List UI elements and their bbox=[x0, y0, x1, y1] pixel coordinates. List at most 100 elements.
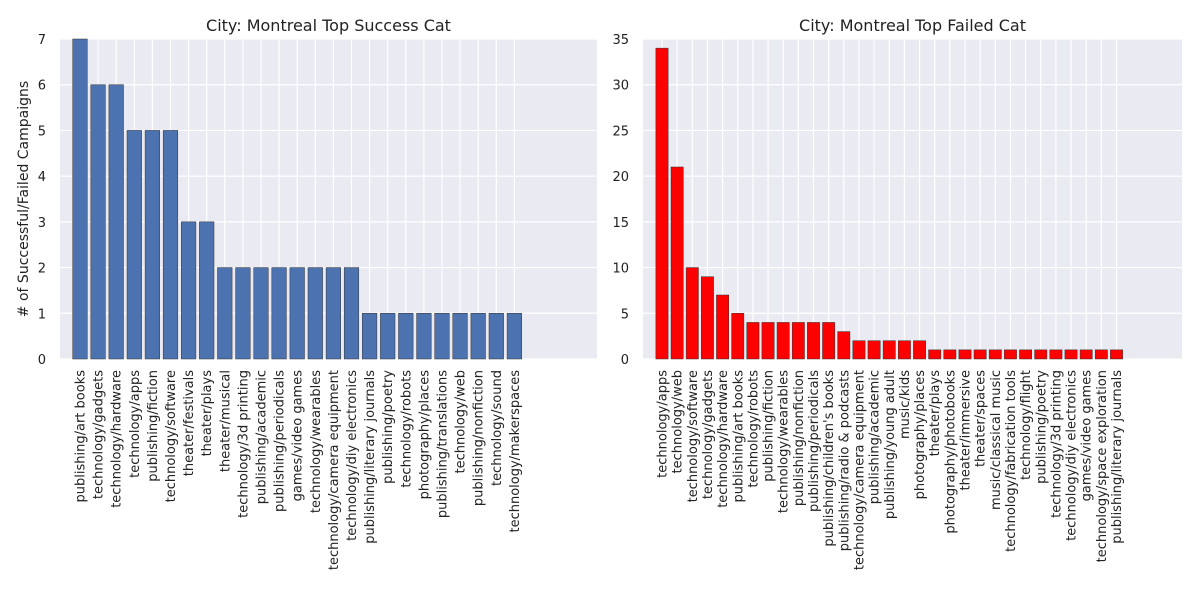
x-tick-label: technology/sound bbox=[490, 370, 505, 486]
bar bbox=[72, 38, 88, 360]
x-tick-label: games/video games bbox=[291, 370, 306, 502]
x-tick-label: publishing/young adult bbox=[883, 370, 898, 519]
bar bbox=[1034, 349, 1048, 360]
x-tick-label: technology/robots bbox=[746, 370, 761, 488]
x-tick-label: technology/3d printing bbox=[1049, 370, 1064, 518]
bar bbox=[1094, 349, 1108, 360]
bar bbox=[943, 349, 957, 360]
bar bbox=[898, 340, 911, 360]
x-tick-label: technology/apps bbox=[128, 370, 143, 478]
bar bbox=[761, 322, 775, 360]
x-tick-label: technology/apps bbox=[656, 370, 671, 478]
bar bbox=[470, 313, 486, 360]
bar bbox=[362, 313, 378, 360]
bar bbox=[108, 84, 124, 360]
bar bbox=[852, 340, 866, 360]
x-tick-label: technology/hardware bbox=[716, 370, 731, 508]
x-tick-label: photography/places bbox=[913, 370, 928, 500]
x-tick-label: technology/diy electronics bbox=[1065, 370, 1080, 541]
x-tick-label: technology/space exploration bbox=[1095, 370, 1110, 562]
bar bbox=[1079, 349, 1093, 360]
x-tick-label: publishing/fiction bbox=[762, 370, 777, 482]
x-tick-label: music/classical music bbox=[989, 370, 1004, 510]
bar bbox=[235, 267, 251, 360]
bar bbox=[416, 313, 432, 360]
x-tick-label: publishing/literary journals bbox=[363, 370, 378, 544]
bar bbox=[181, 221, 197, 360]
x-tick-label: publishing/literary journals bbox=[1110, 370, 1125, 544]
bar bbox=[325, 267, 341, 360]
bar bbox=[434, 313, 450, 360]
y-tick-label: 2 bbox=[38, 262, 46, 277]
y-tick-label: 4 bbox=[38, 170, 46, 185]
x-tick-label: technology/diy electronics bbox=[345, 370, 360, 541]
y-tick-label: 15 bbox=[612, 216, 629, 231]
y-tick-label: 20 bbox=[612, 170, 629, 185]
x-tick-label: theater/festivals bbox=[182, 370, 197, 476]
x-tick-label: technology/robots bbox=[399, 370, 414, 488]
bar bbox=[731, 313, 745, 360]
x-tick-label: technology/software bbox=[164, 370, 179, 502]
y-tick-label: 6 bbox=[38, 79, 46, 94]
bar bbox=[162, 130, 179, 360]
x-tick-label: technology/wearables bbox=[777, 370, 792, 513]
bar bbox=[822, 322, 836, 360]
x-tick-label: technology/gadgets bbox=[92, 370, 107, 499]
x-tick-label: publishing/nonfiction bbox=[472, 370, 487, 506]
bar bbox=[380, 313, 396, 360]
bar bbox=[776, 322, 790, 360]
bar bbox=[199, 221, 215, 360]
bar bbox=[289, 267, 305, 360]
bar bbox=[958, 349, 972, 360]
x-tick-label: theater/musical bbox=[218, 370, 233, 472]
x-ticks-success: publishing/art books technology/gadgets te… bbox=[74, 370, 523, 570]
bar bbox=[1004, 349, 1017, 360]
x-tick-label: technology/makerspaces bbox=[508, 370, 523, 533]
y-tick-label: 1 bbox=[38, 307, 46, 322]
x-tick-label: technology/camera equipment bbox=[852, 370, 867, 570]
x-tick-label: publishing/fiction bbox=[146, 370, 161, 482]
x-tick-label: theater/plays bbox=[928, 370, 943, 457]
bar bbox=[807, 322, 820, 360]
bar bbox=[882, 340, 896, 360]
x-tick-label: publishing/art books bbox=[74, 370, 89, 503]
x-tick-label: theater/immersive bbox=[959, 370, 974, 490]
bars-success bbox=[72, 38, 522, 360]
bar bbox=[670, 166, 684, 360]
bars-failed bbox=[655, 47, 1123, 360]
x-tick-label: publishing/art books bbox=[731, 370, 746, 503]
x-tick-label: technology/flight bbox=[1019, 370, 1034, 480]
y-tick-label: 30 bbox=[612, 79, 629, 94]
bar bbox=[685, 267, 699, 360]
x-tick-label: publishing/academic bbox=[255, 370, 270, 504]
plot-area-failed bbox=[643, 39, 1182, 359]
x-tick-label: publishing/translations bbox=[436, 370, 451, 518]
x-tick-label: photography/places bbox=[417, 370, 432, 500]
bar bbox=[343, 267, 360, 360]
bar bbox=[144, 130, 160, 360]
y-tick-label: 25 bbox=[612, 124, 629, 139]
y-tick-label: 0 bbox=[621, 353, 629, 368]
y-tick-label: 5 bbox=[621, 307, 629, 322]
bar bbox=[837, 331, 851, 360]
x-tick-label: publishing/children's books bbox=[822, 370, 837, 547]
bar bbox=[1049, 349, 1063, 360]
bar bbox=[271, 267, 287, 360]
x-tick-label: publishing/periodicals bbox=[273, 370, 288, 512]
bar bbox=[867, 340, 881, 360]
x-tick-label: theater/plays bbox=[200, 370, 215, 457]
bar bbox=[398, 313, 414, 360]
y-ticks-success: 0 1 2 3 4 5 6 7 bbox=[38, 33, 46, 368]
x-tick-label: publishing/radio & podcasts bbox=[837, 370, 852, 551]
bar bbox=[1110, 349, 1123, 360]
y-tick-label: 3 bbox=[38, 216, 46, 231]
bar bbox=[746, 322, 760, 360]
x-tick-label: publishing/periodicals bbox=[807, 370, 822, 512]
bar bbox=[488, 313, 504, 360]
y-tick-label: 5 bbox=[38, 124, 46, 139]
x-tick-label: music/kids bbox=[898, 370, 913, 439]
y-tick-label: 0 bbox=[38, 353, 46, 368]
x-tick-label: theater/spaces bbox=[974, 370, 989, 467]
